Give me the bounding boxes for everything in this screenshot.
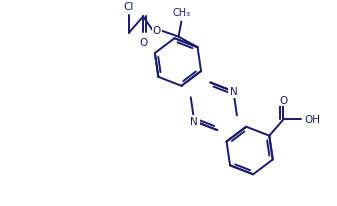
Text: N: N [229,87,237,97]
Text: O: O [139,37,147,47]
Text: N: N [190,117,198,126]
Text: CH₃: CH₃ [172,8,190,18]
Text: Cl: Cl [124,1,134,12]
Text: O: O [279,96,287,106]
Text: O: O [153,26,161,36]
Text: OH: OH [304,115,320,125]
